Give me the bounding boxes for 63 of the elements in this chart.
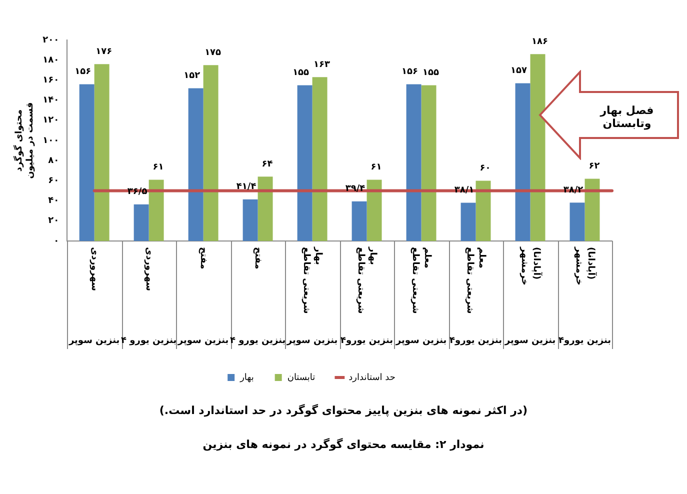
bar: [312, 77, 328, 241]
legend-label: بهار: [239, 372, 254, 383]
data-label: ۱۷۶: [96, 46, 112, 57]
category-label: بنزین یورو۴ شریعتی تقاطع بهار: [340, 246, 394, 346]
y-tick-label: ۴۰: [48, 196, 60, 206]
bar: [476, 180, 491, 241]
text: نمودار ۲: مقایسه محتوای گوگرد در نمونه های بنزین: [202, 438, 486, 451]
category-label: بنزین یورو ۴ سهروردی: [120, 246, 177, 346]
data-label: ۱۵۵: [422, 68, 440, 78]
bar: [570, 202, 585, 241]
y-tick-label: ۱۸۰: [42, 55, 60, 66]
bar: [584, 178, 600, 241]
y-tick-label: ۲۰: [48, 216, 60, 226]
y-axis-title: محتوای گوگرد قسمت در میلیون: [12, 102, 36, 179]
bar: [421, 85, 436, 241]
bar: [406, 84, 422, 241]
legend-label: حد استاندارد: [348, 372, 396, 383]
data-label: ۱۸۶: [532, 36, 548, 47]
bar: [203, 65, 218, 241]
bar: [352, 201, 367, 241]
bar: [460, 202, 476, 241]
y-tick-label: ۰: [54, 236, 60, 246]
data-label: ۱۷۵: [204, 48, 222, 58]
data-label: ۶۰: [480, 164, 491, 174]
data-label: ۱۵۶: [402, 67, 418, 78]
annotation: فصل بهار وتابستان: [598, 104, 655, 130]
category-label: بنزین یورو۴ شریعتی تقاطع معلم: [449, 246, 502, 346]
bar: [515, 83, 530, 241]
bar: [188, 88, 204, 241]
bar: [297, 85, 312, 241]
data-label: ۱۵۲: [184, 71, 201, 82]
legend-label: تابستان: [287, 372, 316, 383]
y-tick-label: ۱۶۰: [42, 76, 60, 86]
data-label: ۶۴: [262, 160, 274, 170]
y-tick-label: ۲۰۰: [42, 35, 60, 46]
y-tick-label: ۸۰: [48, 156, 60, 166]
text: (در اکثر نمونه های بنزین پاییز محتوای گوگرد در حد استاندارد است.): [158, 404, 529, 417]
data-label: ۱۵۶: [74, 67, 92, 78]
data-label: ۶۱: [152, 162, 164, 173]
y-tick-label: ۱۴۰: [42, 96, 60, 106]
bar: [530, 54, 546, 241]
category-label: بنزین سوپر خرمشهر (آپادانا): [504, 246, 556, 346]
category-label: بنزین سوپر مفتح: [178, 246, 229, 346]
data-label: ۶۱: [370, 162, 382, 173]
bar: [366, 180, 382, 241]
data-label: ۱۵۵: [292, 68, 310, 78]
category-label: بنزین سوپر شریعتی تقاطع بهار: [286, 246, 338, 346]
category-label: بنزین سوپر شریعتی تقاطع معلم: [396, 246, 447, 346]
bar: [134, 204, 149, 241]
y-tick-label: ۶۰: [48, 176, 60, 186]
data-label: ۶۲: [588, 162, 600, 172]
y-tick-label: ۱۰۰: [42, 136, 60, 146]
category-label: بنزین سوپر سهروردی: [68, 246, 120, 346]
bar: [258, 176, 273, 241]
bar: [242, 199, 258, 241]
data-label: ۱۵۷: [510, 66, 528, 76]
bar: [79, 84, 94, 241]
y-tick-label: ۱۲۰: [42, 116, 60, 126]
category-label: بنزین یورو۴ خرمشهر (آپادانا): [558, 246, 612, 346]
category-label: بنزین یورو ۴ مفتح: [230, 246, 286, 346]
data-label: ۱۶۳: [314, 60, 331, 70]
bar: [148, 180, 164, 241]
bar: [94, 64, 110, 241]
